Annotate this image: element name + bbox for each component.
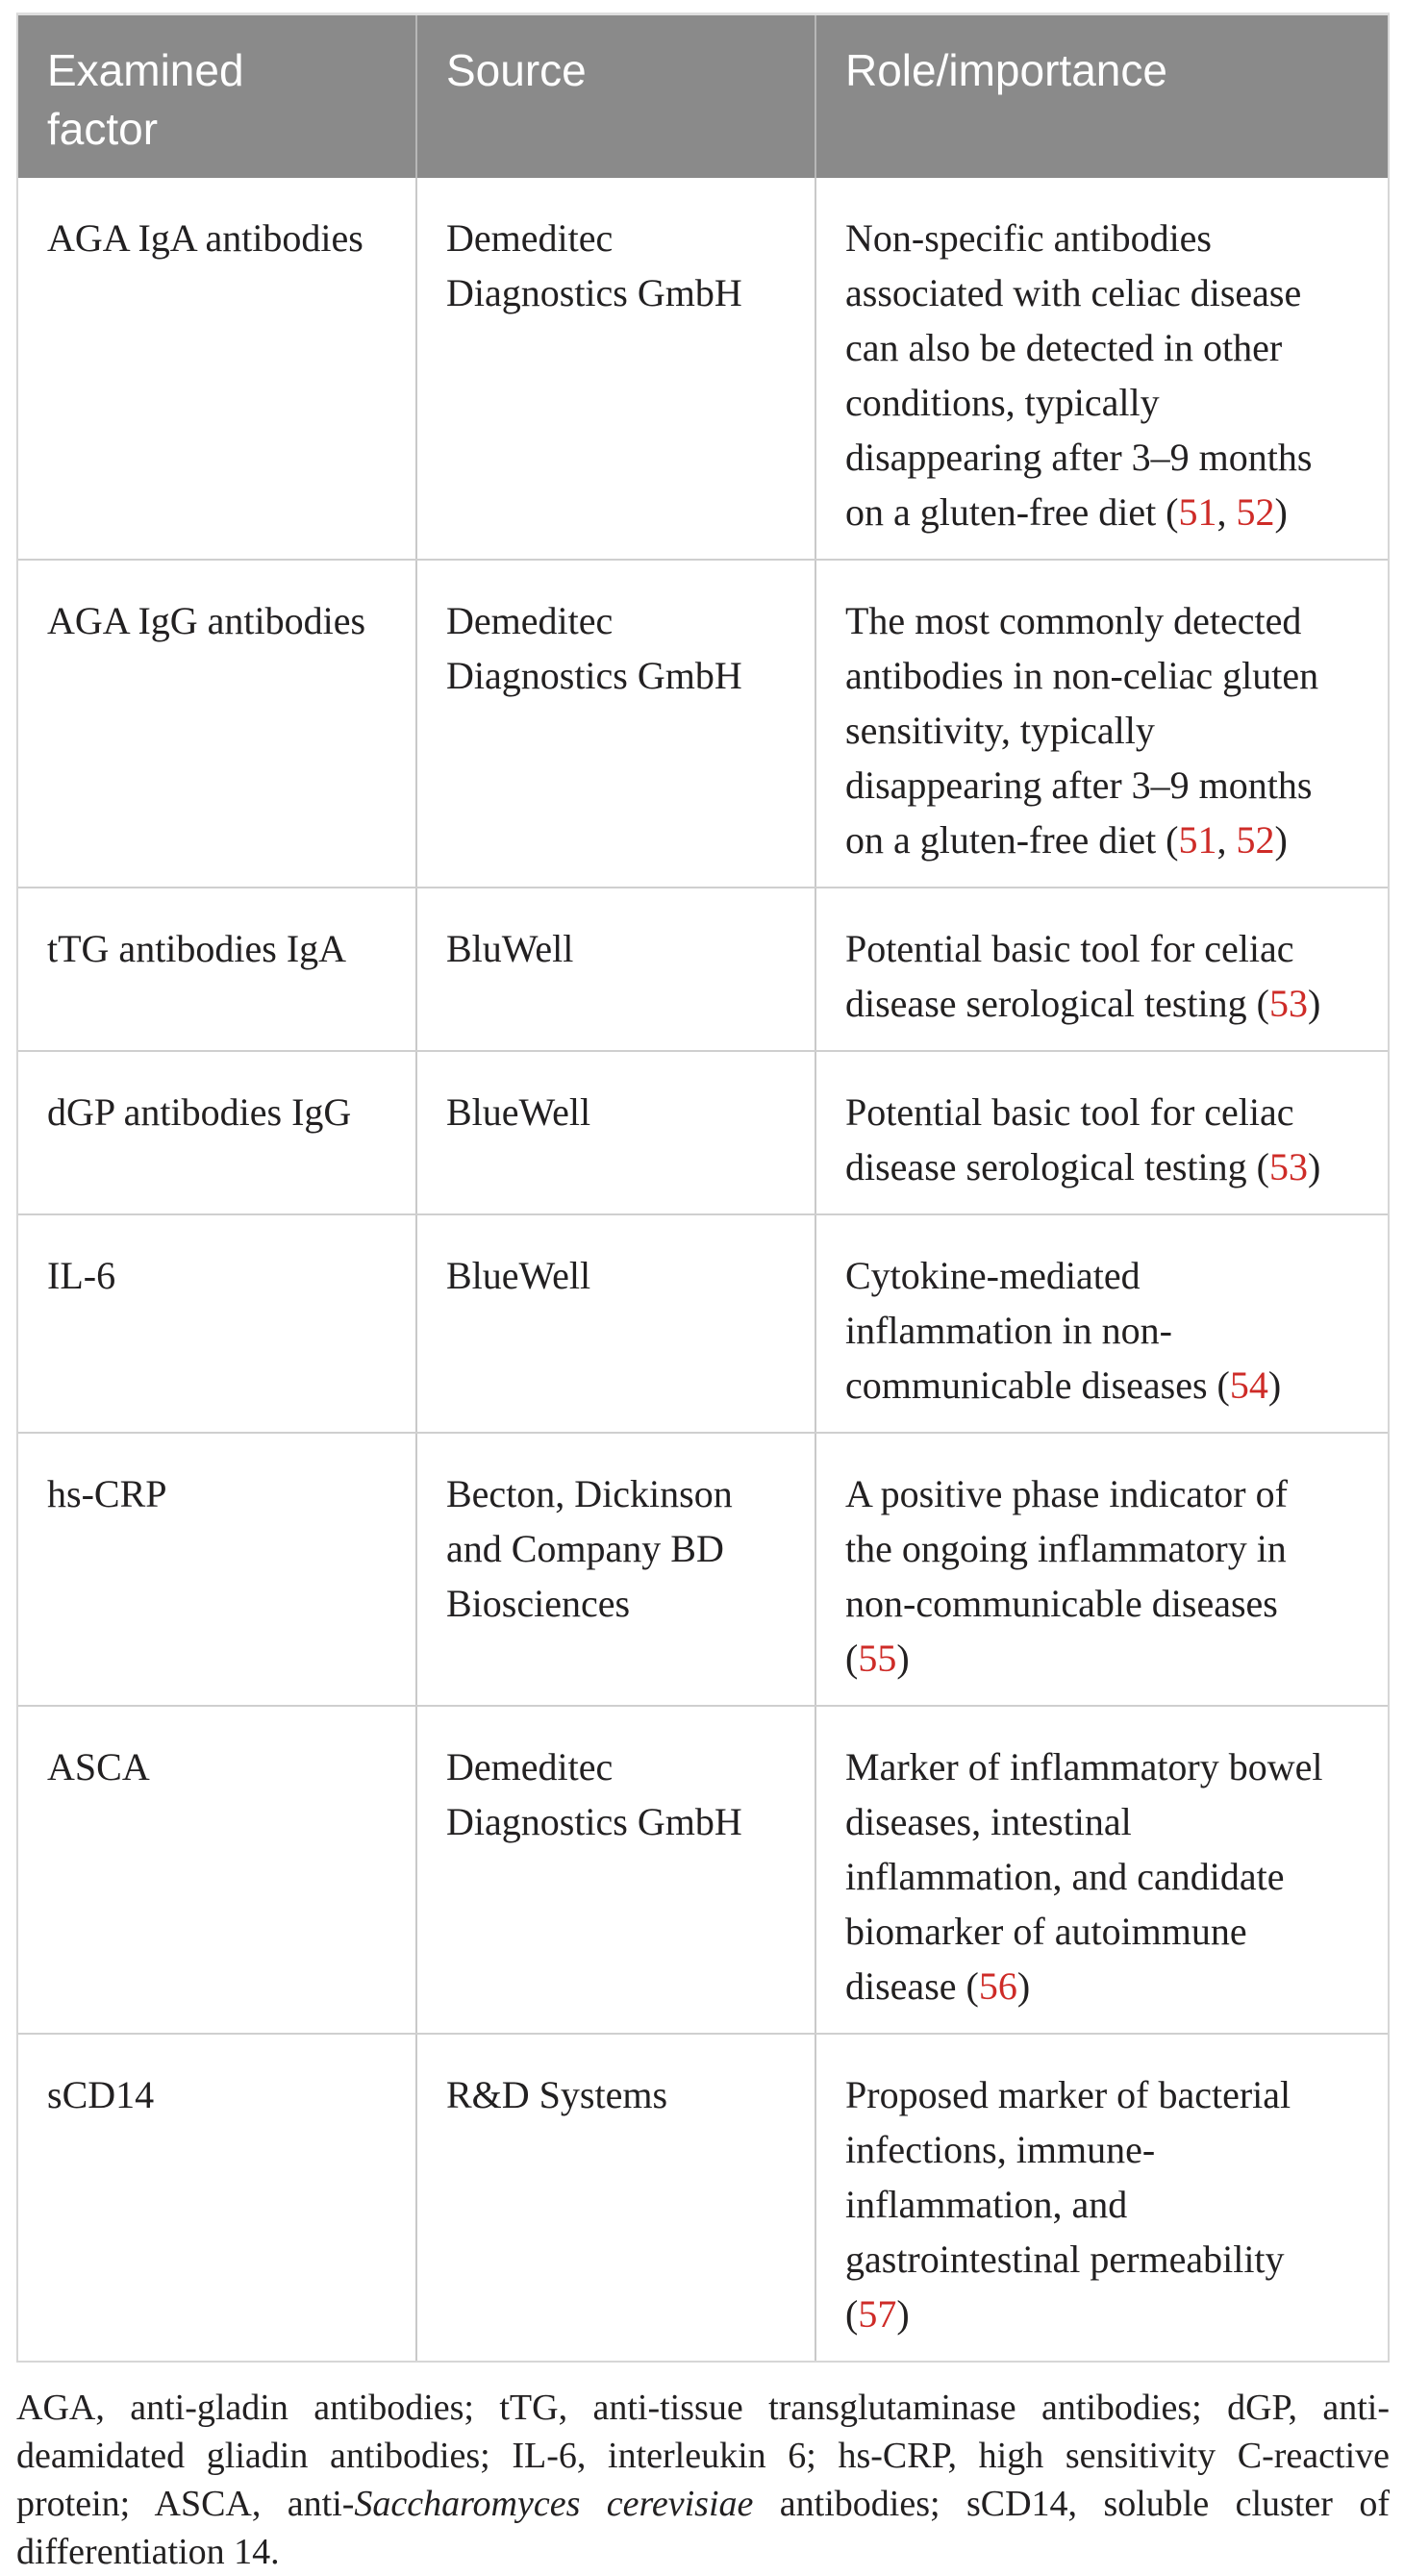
factor-cell: AGA IgG antibodies [47,599,366,642]
footnote-text: AGA, anti-gladin antibodies; tTG, anti-t… [16,2388,1390,2428]
table-row: dGP antibodies IgG BlueWell Potential basi… [18,1050,1388,1213]
role-cell: Proposed marker of bacterial infections,… [815,2035,1388,2361]
table-figure: Examined factor Source Role/importance A… [16,13,1390,2576]
factor-cell: dGP antibodies IgG [47,1090,352,1134]
table-row: AGA IgG antibodies Demeditec Diagnostics … [18,559,1388,887]
footnote-line: deamidated gliadin antibodies; IL-6, int… [16,2432,1390,2480]
factor-cell: ASCA [47,1745,150,1788]
citation-ref[interactable]: 53 [1268,1145,1308,1188]
role-cell: Potential basic tool for celiac disease … [815,1052,1388,1213]
table-row: tTG antibodies IgA BluWell Potential basic… [18,887,1388,1050]
citation-ref[interactable]: 52 [1236,490,1275,534]
role-text: Potential basic tool for celiac disease … [845,1090,1294,1188]
table-body: AGA IgA antibodies Demeditec Diagnostics … [18,178,1388,2361]
column-header-source: Source [415,15,815,178]
footnote-line: AGA, anti-gladin antibodies; tTG, anti-t… [16,2384,1390,2432]
table-row: AGA IgA antibodies Demeditec Diagnostics … [18,178,1388,559]
role-text: Non-specific antibodies associated with … [845,216,1313,534]
role-text: Proposed marker of bacterial infections,… [845,2073,1291,2336]
citation-ref[interactable]: 57 [858,2292,897,2336]
role-cell: Cytokine-mediated inflammation in non- c… [815,1215,1388,1432]
citation-ref[interactable]: 55 [858,1637,897,1680]
citation-ref[interactable]: 54 [1229,1363,1268,1407]
citation-ref[interactable]: 52 [1236,818,1275,862]
column-header-role-importance: Role/importance [815,15,1388,178]
role-cell: A positive phase indicator of the ongoin… [815,1434,1388,1705]
table-row: sCD14 R&D Systems Proposed marker of bacte… [18,2033,1388,2361]
source-cell: BluWell [415,888,815,1050]
role-text: ) [1267,1363,1282,1407]
role-text: Marker of inflammatory bowel diseases, i… [845,1745,1323,2008]
citation-ref[interactable]: 53 [1268,982,1308,1025]
role-text: , [1216,818,1237,862]
role-text: ) [1307,982,1321,1025]
citation-ref[interactable]: 51 [1178,818,1217,862]
source-cell: BlueWell [415,1215,815,1432]
role-text: ) [1016,1964,1031,2008]
column-header-examined-factor: Examined factor [47,45,244,154]
role-cell: Potential basic tool for celiac disease … [815,888,1388,1050]
citation-ref[interactable]: 51 [1178,490,1217,534]
footnote-text: protein; ASCA, anti- [16,2484,355,2524]
factor-cell: hs-CRP [47,1472,167,1515]
role-text: ) [1274,490,1288,534]
footnote-line: differentiation 14. [16,2528,1390,2576]
role-text: The most commonly detected antibodies in… [845,599,1319,862]
factor-cell: sCD14 [47,2073,155,2116]
role-cell: The most commonly detected antibodies in… [815,561,1388,887]
table-row: ASCA Demeditec Diagnostics GmbH Marker of … [18,1705,1388,2033]
table-row: hs-CRP Becton, Dickinson and Company BD B… [18,1432,1388,1705]
footnote-text: deamidated gliadin antibodies; IL-6, int… [16,2436,1390,2476]
footnote-text: differentiation 14. [16,2532,280,2572]
footnote-line: protein; ASCA, anti-Saccharomyces cerevi… [16,2480,1390,2528]
biomarkers-table: Examined factor Source Role/importance A… [16,13,1390,2363]
role-text: ) [896,2292,910,2336]
role-cell: Non-specific antibodies associated with … [815,178,1388,559]
factor-cell: tTG antibodies IgA [47,927,347,970]
factor-cell: AGA IgA antibodies [47,216,364,260]
source-cell: BlueWell [415,1052,815,1213]
factor-cell: IL-6 [47,1254,116,1297]
source-cell: Demeditec Diagnostics GmbH [415,178,815,559]
source-cell: R&D Systems [415,2035,815,2361]
citation-ref[interactable]: 56 [978,1964,1017,2008]
table-row: IL-6 BlueWell Cytokine-mediated inflammati… [18,1213,1388,1432]
table-header-row: Examined factor Source Role/importance [18,15,1388,178]
source-cell: Becton, Dickinson and Company BD Bioscie… [415,1434,815,1705]
role-text: A positive phase indicator of the ongoin… [845,1472,1288,1680]
footnote-species-name: Saccharomyces cerevisiae [354,2484,754,2524]
source-cell: Demeditec Diagnostics GmbH [415,561,815,887]
role-text: Potential basic tool for celiac disease … [845,927,1294,1025]
footnote-text: antibodies; sCD14, soluble cluster of [753,2484,1390,2524]
role-text: ) [1274,818,1288,862]
table-footnote: AGA, anti-gladin antibodies; tTG, anti-t… [16,2384,1390,2576]
role-text: ) [1307,1145,1321,1188]
source-cell: Demeditec Diagnostics GmbH [415,1707,815,2033]
role-text: , [1216,490,1237,534]
role-text: Cytokine-mediated inflammation in non- c… [845,1254,1230,1407]
role-cell: Marker of inflammatory bowel diseases, i… [815,1707,1388,2033]
role-text: ) [896,1637,910,1680]
